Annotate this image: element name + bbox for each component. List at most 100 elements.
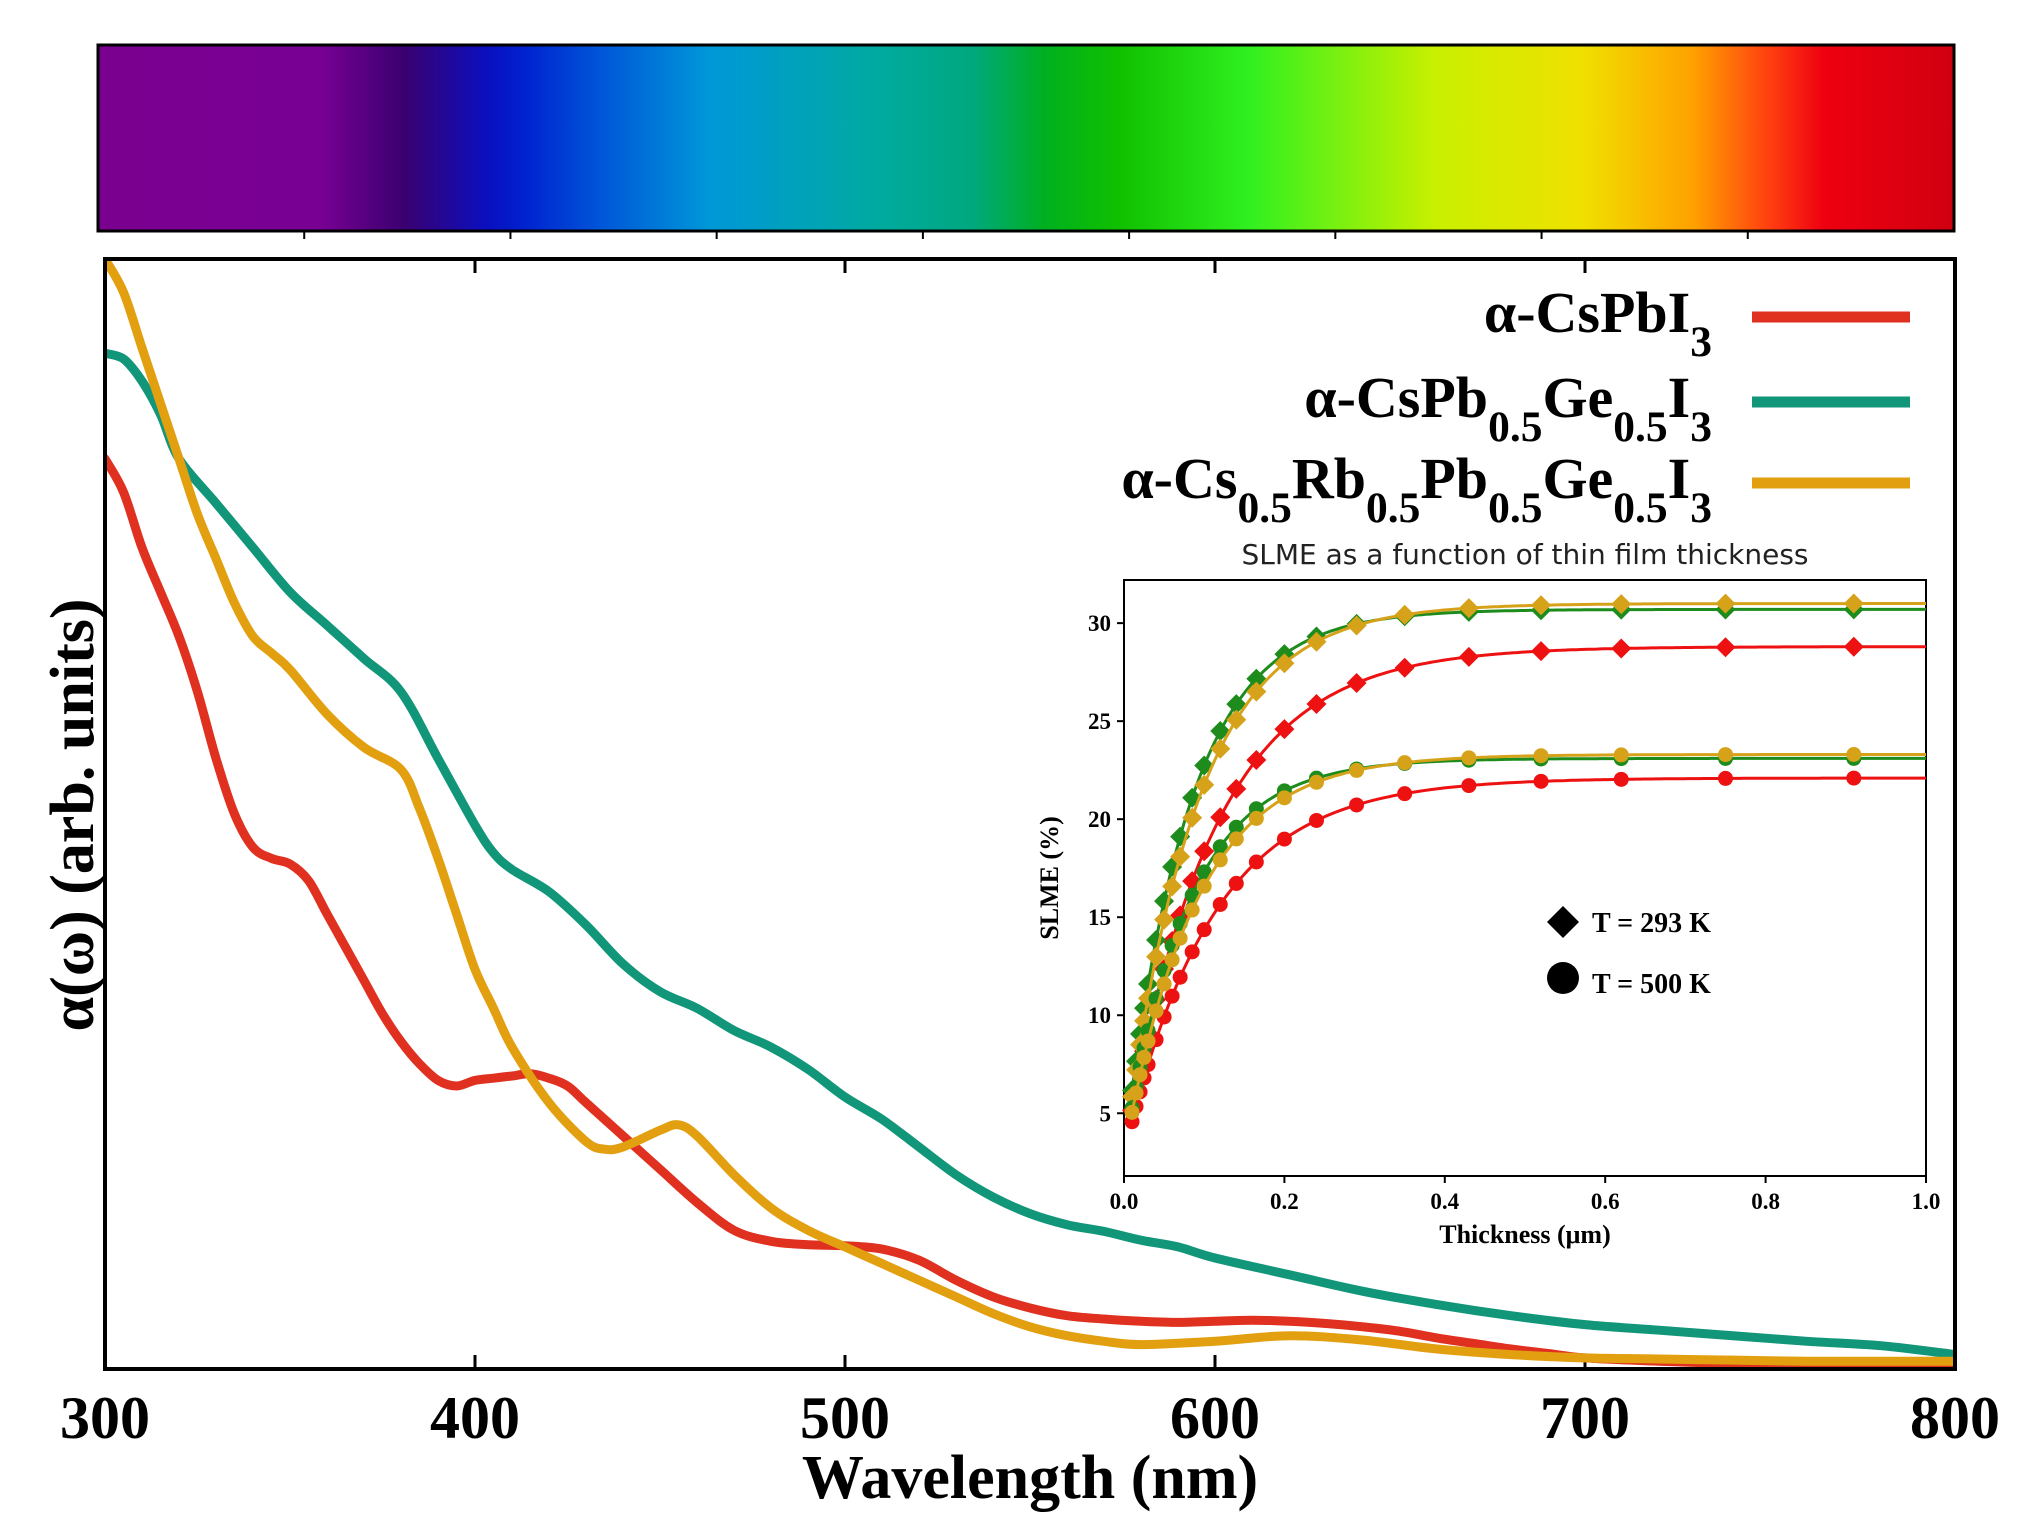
inset-y-tick-label: 15 [1088, 905, 1111, 930]
inset-x-axis-label: Thickness (μm) [1439, 1220, 1610, 1249]
inset-point-diamond [1274, 653, 1295, 674]
inset-series-line [1130, 756, 1926, 1109]
inset-point-diamond [1170, 846, 1191, 867]
inset-plot-frame [1123, 579, 1927, 1177]
inset-point-circle [1248, 854, 1264, 870]
inset-point-diamond [1226, 709, 1247, 730]
inset-point-diamond [1306, 631, 1327, 652]
inset-y-tick-label: 5 [1100, 1101, 1112, 1126]
series-line [107, 261, 1953, 1366]
inset-x-tick-label: 1.0 [1912, 1189, 1941, 1214]
inset-point-circle [1128, 1085, 1144, 1101]
inset-point-diamond [1346, 615, 1367, 636]
inset-y-axis-label: SLME (%) [1035, 816, 1064, 940]
inset-point-diamond [1531, 595, 1552, 616]
diamond-marker-icon [1547, 906, 1579, 938]
inset-x-tick-label: 0.8 [1751, 1189, 1780, 1214]
inset-point-circle [1184, 944, 1200, 960]
inset-point-diamond [1154, 909, 1175, 930]
inset-point-circle [1184, 902, 1200, 918]
main-x-tick-label: 300 [60, 1385, 150, 1451]
inset-point-diamond [1715, 593, 1736, 614]
inset-point-circle [1248, 810, 1264, 826]
inset-point-diamond [1162, 876, 1183, 897]
main-x-tick-label: 600 [1170, 1385, 1260, 1451]
inset-point-circle [1172, 969, 1188, 985]
inset-point-circle [1156, 976, 1172, 992]
inset-series-line [1130, 607, 1926, 1091]
inset-point-circle [1124, 1104, 1140, 1120]
inset-point-circle [1613, 747, 1629, 763]
inset-series-line [1130, 776, 1926, 1123]
main-x-tick-label: 800 [1910, 1385, 2000, 1451]
inset-point-diamond [1394, 604, 1415, 625]
inset-point-diamond [1458, 598, 1479, 619]
inset-y-tick-label: 10 [1088, 1003, 1111, 1028]
inset-point-circle [1461, 750, 1477, 766]
inset-y-tick-label: 20 [1088, 807, 1111, 832]
inset-point-diamond [1274, 719, 1295, 740]
inset-point-circle [1172, 930, 1188, 946]
inset-point-diamond [1194, 774, 1215, 795]
inset-point-circle [1397, 755, 1413, 771]
inset-point-circle [1349, 762, 1365, 778]
inset-point-circle [1533, 773, 1549, 789]
spectrum-colorbar [96, 43, 1956, 239]
inset-series-line [1130, 753, 1926, 1113]
inset-point-diamond [1306, 693, 1327, 714]
inset-point-diamond [1210, 807, 1231, 828]
inset-x-tick-label: 0.4 [1430, 1189, 1459, 1214]
series-line [107, 349, 1953, 1359]
inset-point-diamond [1246, 749, 1267, 770]
inset-y-tick-label: 25 [1088, 709, 1111, 734]
inset-point-circle [1228, 875, 1244, 891]
inset-point-diamond [1715, 637, 1736, 658]
series-line [107, 454, 1953, 1367]
inset-point-diamond [1210, 738, 1231, 759]
inset-point-diamond [1843, 593, 1864, 614]
inset-chart: SLME as a function of thin film thicknes… [1035, 538, 1940, 1249]
inset-point-circle [1212, 839, 1228, 855]
inset-point-circle [1196, 878, 1212, 894]
inset-point-circle [1196, 864, 1212, 880]
inset-point-circle [1308, 774, 1324, 790]
main-chart: 300 400 500 600 700 800 Wavelength (nm) α(ω) … [39, 257, 2000, 1512]
inset-point-circle [1846, 770, 1862, 786]
inset-point-circle [1164, 988, 1180, 1004]
main-x-tick-labels: 300 400 500 600 700 800 [60, 1385, 2000, 1451]
inset-point-diamond [1611, 594, 1632, 615]
inset-point-circle [1397, 786, 1413, 802]
inset-x-tick-label: 0.2 [1270, 1189, 1299, 1214]
inset-point-diamond [1226, 694, 1247, 715]
inset-legend-label-500k: T = 500 K [1592, 969, 1711, 1000]
inset-series [1122, 593, 1926, 1130]
main-y-axis-label: α(ω) (arb. units) [39, 599, 107, 1032]
inset-point-diamond [1843, 636, 1864, 657]
inset-point-circle [1276, 831, 1292, 847]
inset-point-diamond [1458, 646, 1479, 667]
inset-point-circle [1461, 778, 1477, 794]
inset-title: SLME as a function of thin film thicknes… [1242, 538, 1809, 571]
inset-point-circle [1276, 790, 1292, 806]
main-series [107, 261, 1953, 1367]
circle-marker-icon [1547, 962, 1579, 994]
inset-tick-labels: 0.0 0.2 0.4 0.6 0.8 1.0 5 10 15 20 25 30 [1088, 611, 1940, 1214]
main-x-axis-label: Wavelength (nm) [802, 1444, 1258, 1512]
inset-point-diamond [1226, 778, 1247, 799]
inset-point-diamond [1346, 673, 1367, 694]
inset-point-diamond [1194, 841, 1215, 862]
inset-point-diamond [1246, 681, 1267, 702]
inset-point-circle [1613, 771, 1629, 787]
main-x-tick-label: 400 [430, 1385, 520, 1451]
inset-point-diamond [1182, 807, 1203, 828]
inset-series-line [1130, 602, 1926, 1097]
inset-point-circle [1140, 1033, 1156, 1049]
main-x-tick-label: 500 [800, 1385, 890, 1451]
inset-point-diamond [1531, 641, 1552, 662]
inset-point-circle [1164, 952, 1180, 968]
inset-point-circle [1349, 797, 1365, 813]
inset-x-tick-label: 0.0 [1110, 1189, 1139, 1214]
inset-point-diamond [1146, 946, 1167, 967]
inset-legend: T = 293 K T = 500 K [1547, 906, 1711, 1000]
